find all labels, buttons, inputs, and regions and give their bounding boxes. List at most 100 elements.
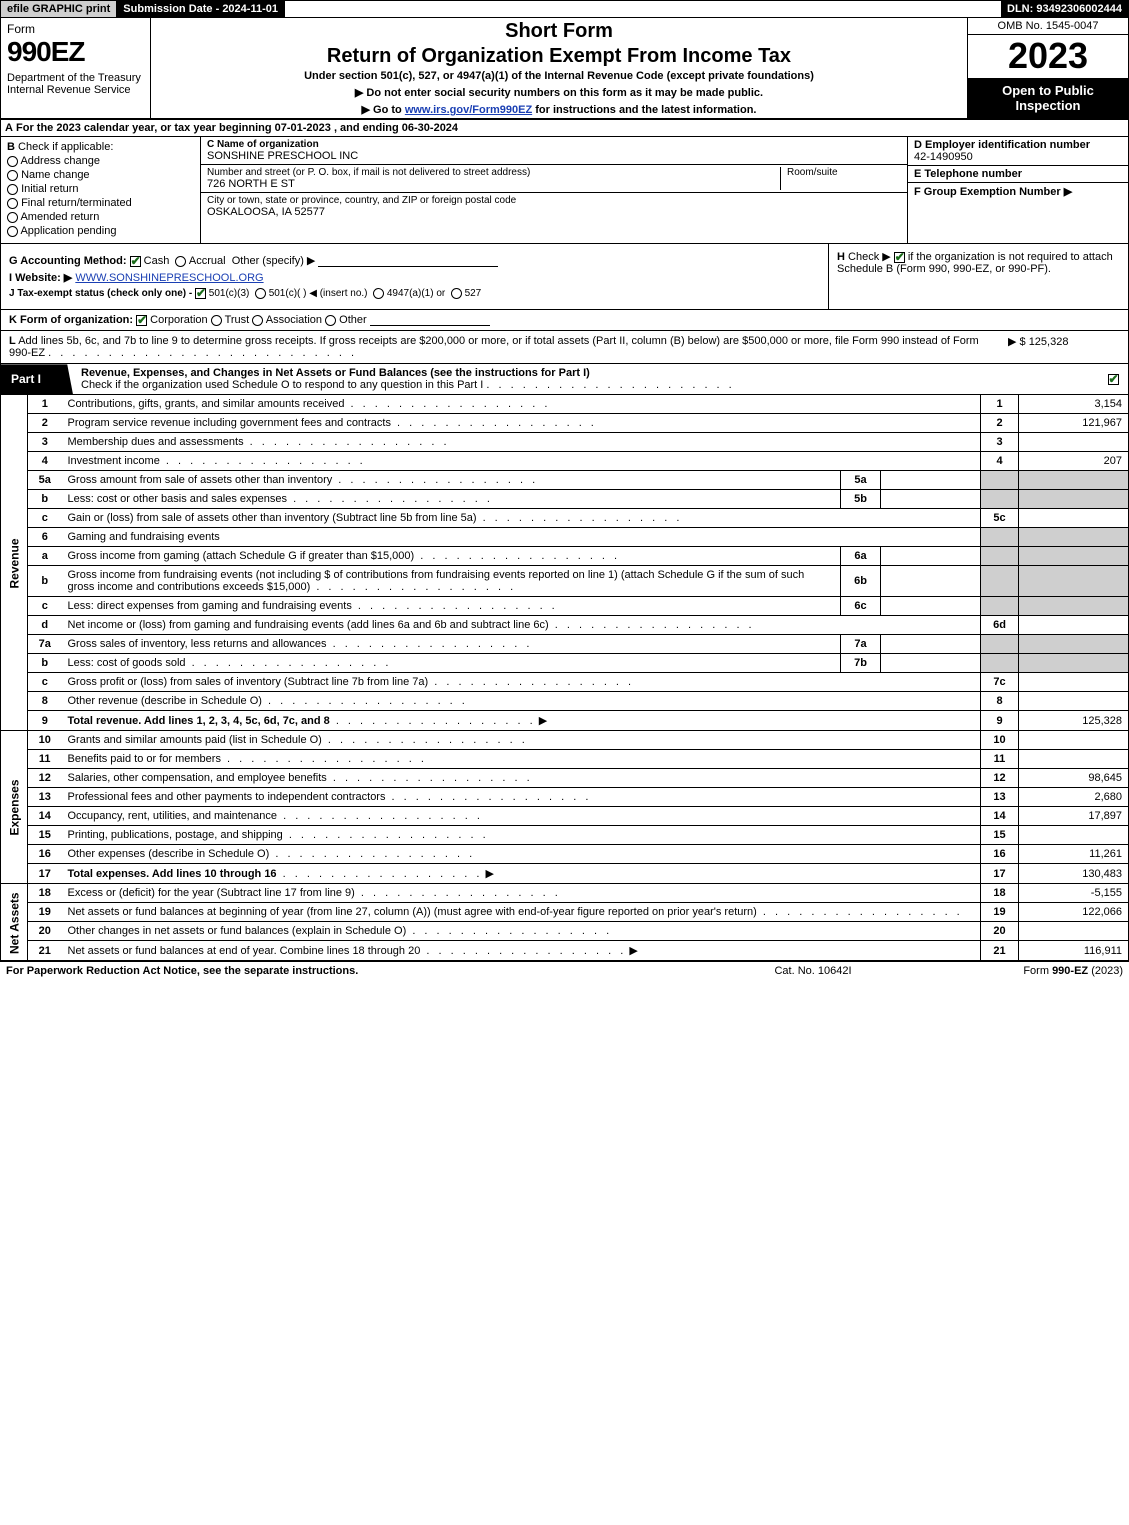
b-opt-0-radio[interactable] <box>7 156 18 167</box>
b-opt-2-radio[interactable] <box>7 184 18 195</box>
final-label: 8 <box>981 692 1019 711</box>
topbar-spacer <box>285 1 1001 17</box>
j-4947-radio[interactable] <box>373 288 384 299</box>
k-opt-2-label: Association <box>266 314 322 326</box>
line-text: Professional fees and other payments to … <box>62 788 981 807</box>
dots: . . . . . . . . . . . . . . . . . <box>420 945 626 957</box>
b-opt-5-label: Application pending <box>20 225 116 237</box>
final-value: 2,680 <box>1019 788 1129 807</box>
i-line: I Website: ▶ WWW.SONSHINEPRESCHOOL.ORG <box>9 271 820 284</box>
department-label: Department of the Treasury Internal Reve… <box>7 72 144 96</box>
part1-checkbox[interactable] <box>1108 374 1119 385</box>
header-right: OMB No. 1545-0047 2023 Open to Public In… <box>968 18 1128 118</box>
cash-label: Cash <box>144 255 170 267</box>
expenses-table: Expenses10Grants and similar amounts pai… <box>0 731 1129 884</box>
l-dots: . . . . . . . . . . . . . . . . . . . . … <box>48 347 357 359</box>
dots: . . . . . . . . . . . . . . . . . <box>330 715 536 727</box>
line-text: Gain or (loss) from sale of assets other… <box>62 509 981 528</box>
dots: . . . . . . . . . . . . . . . . . <box>406 925 612 937</box>
cash-checkbox[interactable] <box>130 256 141 267</box>
k-other-field[interactable] <box>370 314 490 326</box>
table-row: aGross income from gaming (attach Schedu… <box>1 547 1129 566</box>
section-b: B Check if applicable: Address change Na… <box>1 137 201 243</box>
efile-print-button[interactable]: efile GRAPHIC print <box>1 1 117 17</box>
table-row: 21Net assets or fund balances at end of … <box>1 941 1129 962</box>
subline-label: 6b <box>841 566 881 597</box>
k-label: K Form of organization: <box>9 314 133 326</box>
final-value: 125,328 <box>1019 711 1129 731</box>
final-value <box>1019 750 1129 769</box>
final-value <box>1019 731 1129 750</box>
b-opt-4-label: Amended return <box>20 211 99 223</box>
j-501c-radio[interactable] <box>255 288 266 299</box>
table-row: 15Printing, publications, postage, and s… <box>1 826 1129 845</box>
b-opt-1-radio[interactable] <box>7 170 18 181</box>
dots: . . . . . . . . . . . . . . . . . <box>327 772 533 784</box>
h-pre: Check ▶ <box>848 251 894 263</box>
k-opt-2-box[interactable] <box>252 315 263 326</box>
website-link[interactable]: WWW.SONSHINEPRESCHOOL.ORG <box>75 272 263 284</box>
j-527-label: 527 <box>465 288 482 299</box>
line-text: Net assets or fund balances at end of ye… <box>62 941 981 962</box>
other-specify-field[interactable] <box>318 255 498 267</box>
final-label <box>981 528 1019 547</box>
accrual-label: Accrual <box>189 255 226 267</box>
b-opt-5-radio[interactable] <box>7 226 18 237</box>
final-label: 10 <box>981 731 1019 750</box>
dots: . . . . . . . . . . . . . . . . . <box>283 829 489 841</box>
final-label-shaded <box>981 597 1019 616</box>
final-value-shaded <box>1019 654 1129 673</box>
j-527-radio[interactable] <box>451 288 462 299</box>
b-opt-1-label: Name change <box>21 169 90 181</box>
table-row: Expenses10Grants and similar amounts pai… <box>1 731 1129 750</box>
accrual-radio[interactable] <box>175 256 186 267</box>
final-value: -5,155 <box>1019 884 1129 903</box>
section-g-left: G Accounting Method: Cash Accrual Other … <box>1 244 828 309</box>
line-number: 9 <box>28 711 62 731</box>
line-text: Gross amount from sale of assets other t… <box>62 471 841 490</box>
line-number: d <box>28 616 62 635</box>
line-number: 10 <box>28 731 62 750</box>
subline-label: 5b <box>841 490 881 509</box>
footer-catno: Cat. No. 10642I <box>703 965 923 977</box>
arrow-icon: ▶ <box>539 715 547 727</box>
table-row: 8Other revenue (describe in Schedule O) … <box>1 692 1129 711</box>
d-label: D Employer identification number <box>914 139 1090 151</box>
line-number: 20 <box>28 922 62 941</box>
k-opt-3-box[interactable] <box>325 315 336 326</box>
table-row: dNet income or (loss) from gaming and fu… <box>1 616 1129 635</box>
final-label: 2 <box>981 414 1019 433</box>
line-text: Printing, publications, postage, and shi… <box>62 826 981 845</box>
line-text: Other revenue (describe in Schedule O) .… <box>62 692 981 711</box>
line-text: Membership dues and assessments . . . . … <box>62 433 981 452</box>
j-501c3-checkbox[interactable] <box>195 288 206 299</box>
dots: . . . . . . . . . . . . . . . . . <box>414 550 620 562</box>
table-row: 2Program service revenue including gover… <box>1 414 1129 433</box>
irs-link[interactable]: www.irs.gov/Form990EZ <box>405 104 532 116</box>
subline-value <box>881 566 981 597</box>
line-text: Grants and similar amounts paid (list in… <box>62 731 981 750</box>
k-opt-0-box[interactable] <box>136 315 147 326</box>
line-k: K Form of organization: Corporation Trus… <box>0 310 1129 331</box>
line-number: 1 <box>28 395 62 414</box>
b-opt-3-radio[interactable] <box>7 198 18 209</box>
line-number: b <box>28 654 62 673</box>
h-checkbox[interactable] <box>894 252 905 263</box>
subline-value <box>881 597 981 616</box>
line-number: 13 <box>28 788 62 807</box>
bullet-goto: ▶ Go to www.irs.gov/Form990EZ for instru… <box>159 103 959 116</box>
b-opt-4-radio[interactable] <box>7 212 18 223</box>
e-label: E Telephone number <box>914 168 1022 180</box>
line-number: 2 <box>28 414 62 433</box>
short-form-title: Short Form <box>159 20 959 43</box>
subline-label: 6c <box>841 597 881 616</box>
k-opt-1-box[interactable] <box>211 315 222 326</box>
form-header: Form 990EZ Department of the Treasury In… <box>0 18 1129 120</box>
final-label: 18 <box>981 884 1019 903</box>
page-footer: For Paperwork Reduction Act Notice, see … <box>0 962 1129 980</box>
final-label: 20 <box>981 922 1019 941</box>
g-line: G Accounting Method: Cash Accrual Other … <box>9 254 820 267</box>
block-b-through-f: B Check if applicable: Address change Na… <box>0 137 1129 244</box>
c-street-row: Number and street (or P. O. box, if mail… <box>201 165 907 193</box>
line-text: Total expenses. Add lines 10 through 16 … <box>62 864 981 884</box>
